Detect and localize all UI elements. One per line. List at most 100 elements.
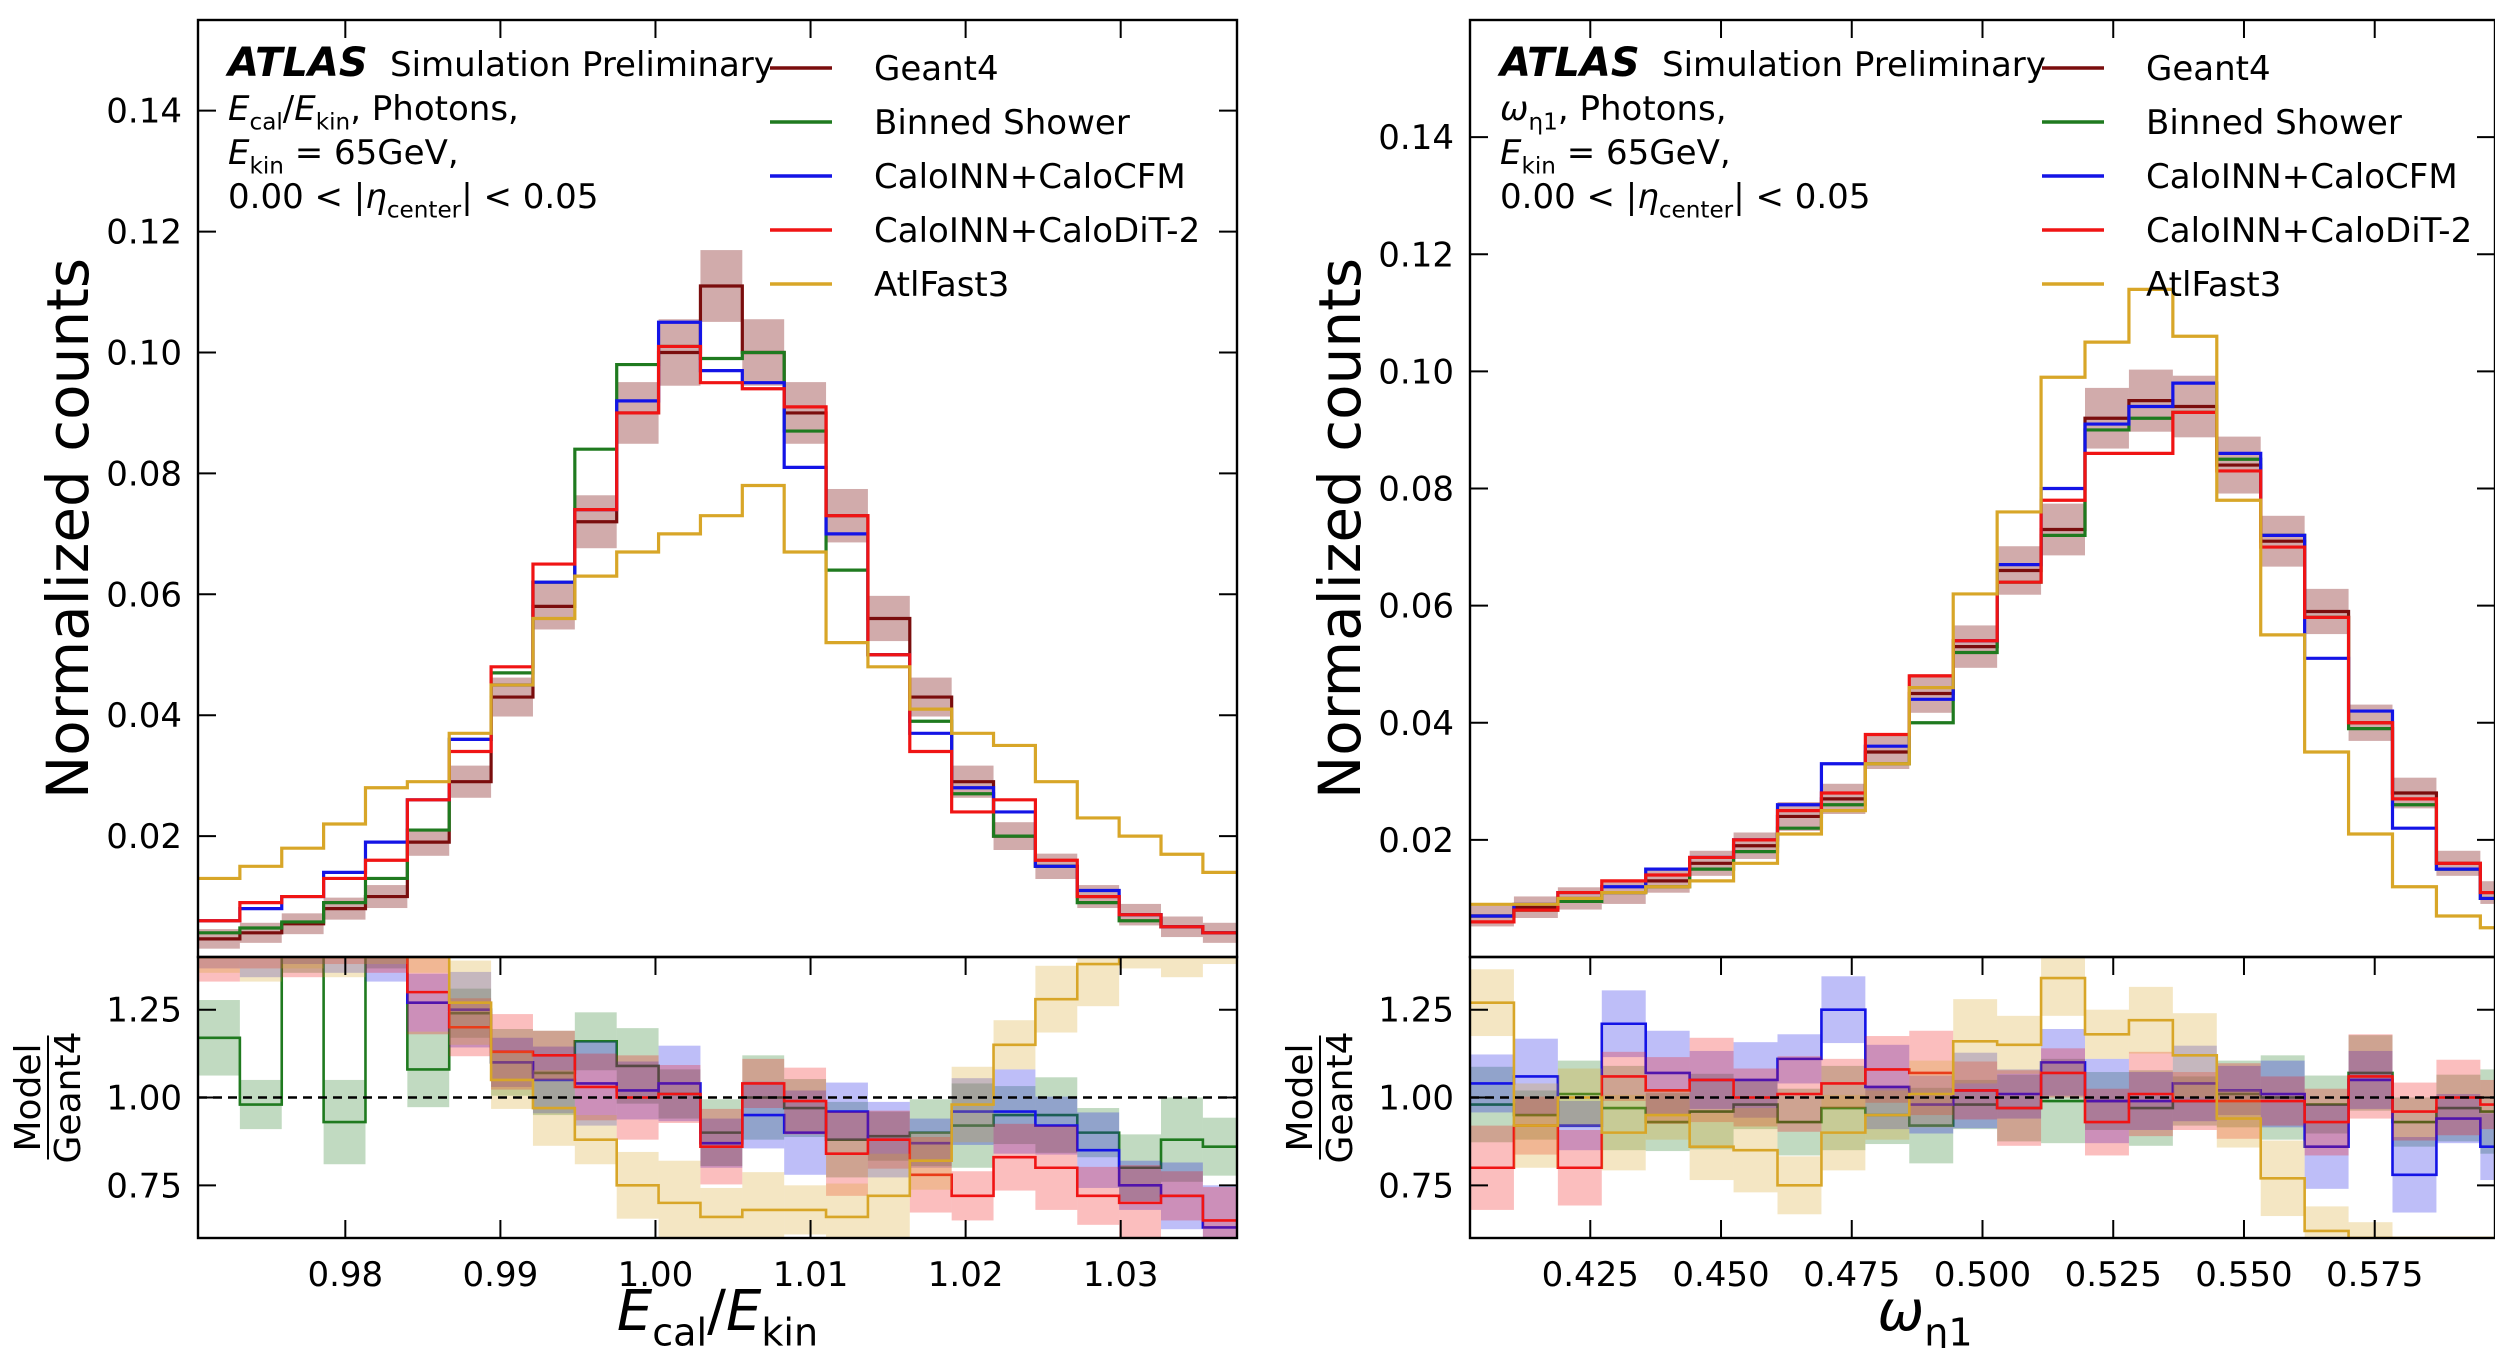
y-tick-label: 0.04 [106,696,182,736]
x-tick-label: 0.98 [307,1255,383,1295]
info-line: ωη1​, Photons, [1500,89,1727,136]
y-axis-label: Normalized counts [1306,258,1374,799]
ratio-band [239,957,282,982]
ratio-y-tick-label: 1.00 [106,1079,182,1119]
ratio-band [198,957,240,982]
ratio-band [365,957,408,965]
x-tick-label: 0.99 [463,1255,539,1295]
chart-panel-2: 0.02 0.04 0.06 0.08 0.10 0.12 0.14 0.75 1.00 1.25… [1280,18,2495,1348]
atlas-label: ATLAS [1497,40,1640,86]
ratio-band [365,957,408,973]
ratio-band [281,957,324,969]
legend-label: Geant4 [874,49,999,89]
ratio-band [658,1160,701,1238]
ratio-label-numerator: Model [8,1043,49,1151]
y-tick-label: 0.06 [106,575,182,615]
ratio-y-axis-label: Model Geant4 [8,1032,89,1164]
ratio-y-tick-label: 1.25 [106,991,182,1031]
y-tick-label: 0.14 [1378,118,1454,158]
ratio-y-axis-label: Model Geant4 [1280,1032,1361,1164]
x-tick-label: 0.425 [1542,1255,1639,1295]
ratio-line [198,957,1237,1222]
ratio-band [281,957,324,978]
y-tick-label: 0.10 [106,333,182,373]
ratio-plot-area [1470,957,2495,1238]
ratio-band [1119,1165,1162,1238]
info-line: Ecal​/Ekin​, Photons, [228,89,519,136]
ratio-y-tick-label: 0.75 [106,1166,182,1206]
atlas-sub-label: Simulation Preliminary [1662,45,2046,85]
x-tick-label: 0.475 [1803,1255,1900,1295]
main-plot-area [1470,287,2495,930]
y-axis-label: Normalized counts [34,258,102,799]
y-tick-label: 0.12 [1378,235,1454,275]
ratio-line [198,957,1237,1219]
ratio-band [2304,1206,2349,1238]
x-tick-label: 0.550 [2195,1255,2292,1295]
legend-label: AtlFast3 [874,265,1009,305]
ratio-band [742,1172,785,1238]
ratio-y-tick-label: 1.00 [1378,1079,1454,1119]
legend-label: CaloINN+CaloCFM [2146,157,2458,197]
y-tick-label: 0.02 [1378,821,1454,861]
y-tick-label: 0.12 [106,213,182,253]
x-axis-label: ωη1​ [1877,1279,1972,1348]
series-line [1470,287,2495,930]
main-plot-area [198,250,1237,949]
ratio-band [1119,957,1162,969]
info-line: Ekin​ = 65GeV, [228,133,459,180]
y-tick-label: 0.14 [106,92,182,132]
ratio-band [365,957,408,969]
ratio-band [2041,957,2085,1016]
y-tick-label: 0.08 [106,454,182,494]
x-tick-label: 1.02 [928,1255,1004,1295]
ratio-band [2348,1222,2393,1238]
ratio-y-tick-label: 0.75 [1378,1166,1454,1206]
ratio-band [281,957,324,973]
ratio-band [239,957,282,969]
x-tick-label: 0.575 [2326,1255,2423,1295]
ratio-plot-area [198,957,1237,1238]
legend-label: Geant4 [2146,49,2271,89]
series-line [198,320,1237,935]
ratio-band [1202,1187,1237,1238]
legend-label: CaloINN+CaloDiT-2 [874,211,1200,251]
ratio-band [407,957,450,1035]
ratio-band [407,957,450,973]
ratio-band [700,1187,743,1238]
ratio-label-numerator: Model [1280,1043,1321,1151]
x-tick-label: 0.500 [1934,1255,2031,1295]
legend-label: AtlFast3 [2146,265,2281,305]
y-tick-label: 0.08 [1378,470,1454,510]
legend-label: Binned Shower [2146,103,2402,143]
ratio-line [1470,976,2495,1238]
series-line [1470,410,2495,924]
y-tick-label: 0.02 [106,817,182,857]
ratio-label-denominator: Geant4 [1320,1032,1361,1164]
y-tick-label: 0.10 [1378,352,1454,392]
x-tick-label: 1.03 [1083,1255,1159,1295]
info-line: Ekin​ = 65GeV, [1500,133,1731,180]
ratio-band [198,957,240,969]
x-tick-label: 0.525 [2065,1255,2162,1295]
ratio-band [1202,1185,1237,1238]
info-line: 0.00 < |ηcenter​| < 0.05 [1500,177,1870,224]
ratio-line [1470,1068,2495,1170]
ratio-band [1161,957,1203,978]
atlas-label: ATLAS [225,40,368,86]
ratio-band [365,957,408,982]
ratio-band [281,957,324,965]
info-line: 0.00 < |ηcenter​| < 0.05 [228,177,598,224]
series-line [198,344,1237,935]
ratio-band [1202,957,1237,965]
y-tick-label: 0.06 [1378,587,1454,627]
chart-panel-1: 0.02 0.04 0.06 0.08 0.10 0.12 0.14 0.75 1.00 1.25… [8,18,1239,1348]
ratio-label-denominator: Geant4 [48,1032,89,1164]
y-tick-label: 0.04 [1378,704,1454,744]
x-tick-label: 1.01 [773,1255,849,1295]
series-line [198,344,1237,935]
x-tick-label: 0.450 [1672,1255,1769,1295]
atlas-sub-label: Simulation Preliminary [390,45,774,85]
ratio-band [826,1183,868,1238]
x-tick-label: 1.00 [618,1255,694,1295]
